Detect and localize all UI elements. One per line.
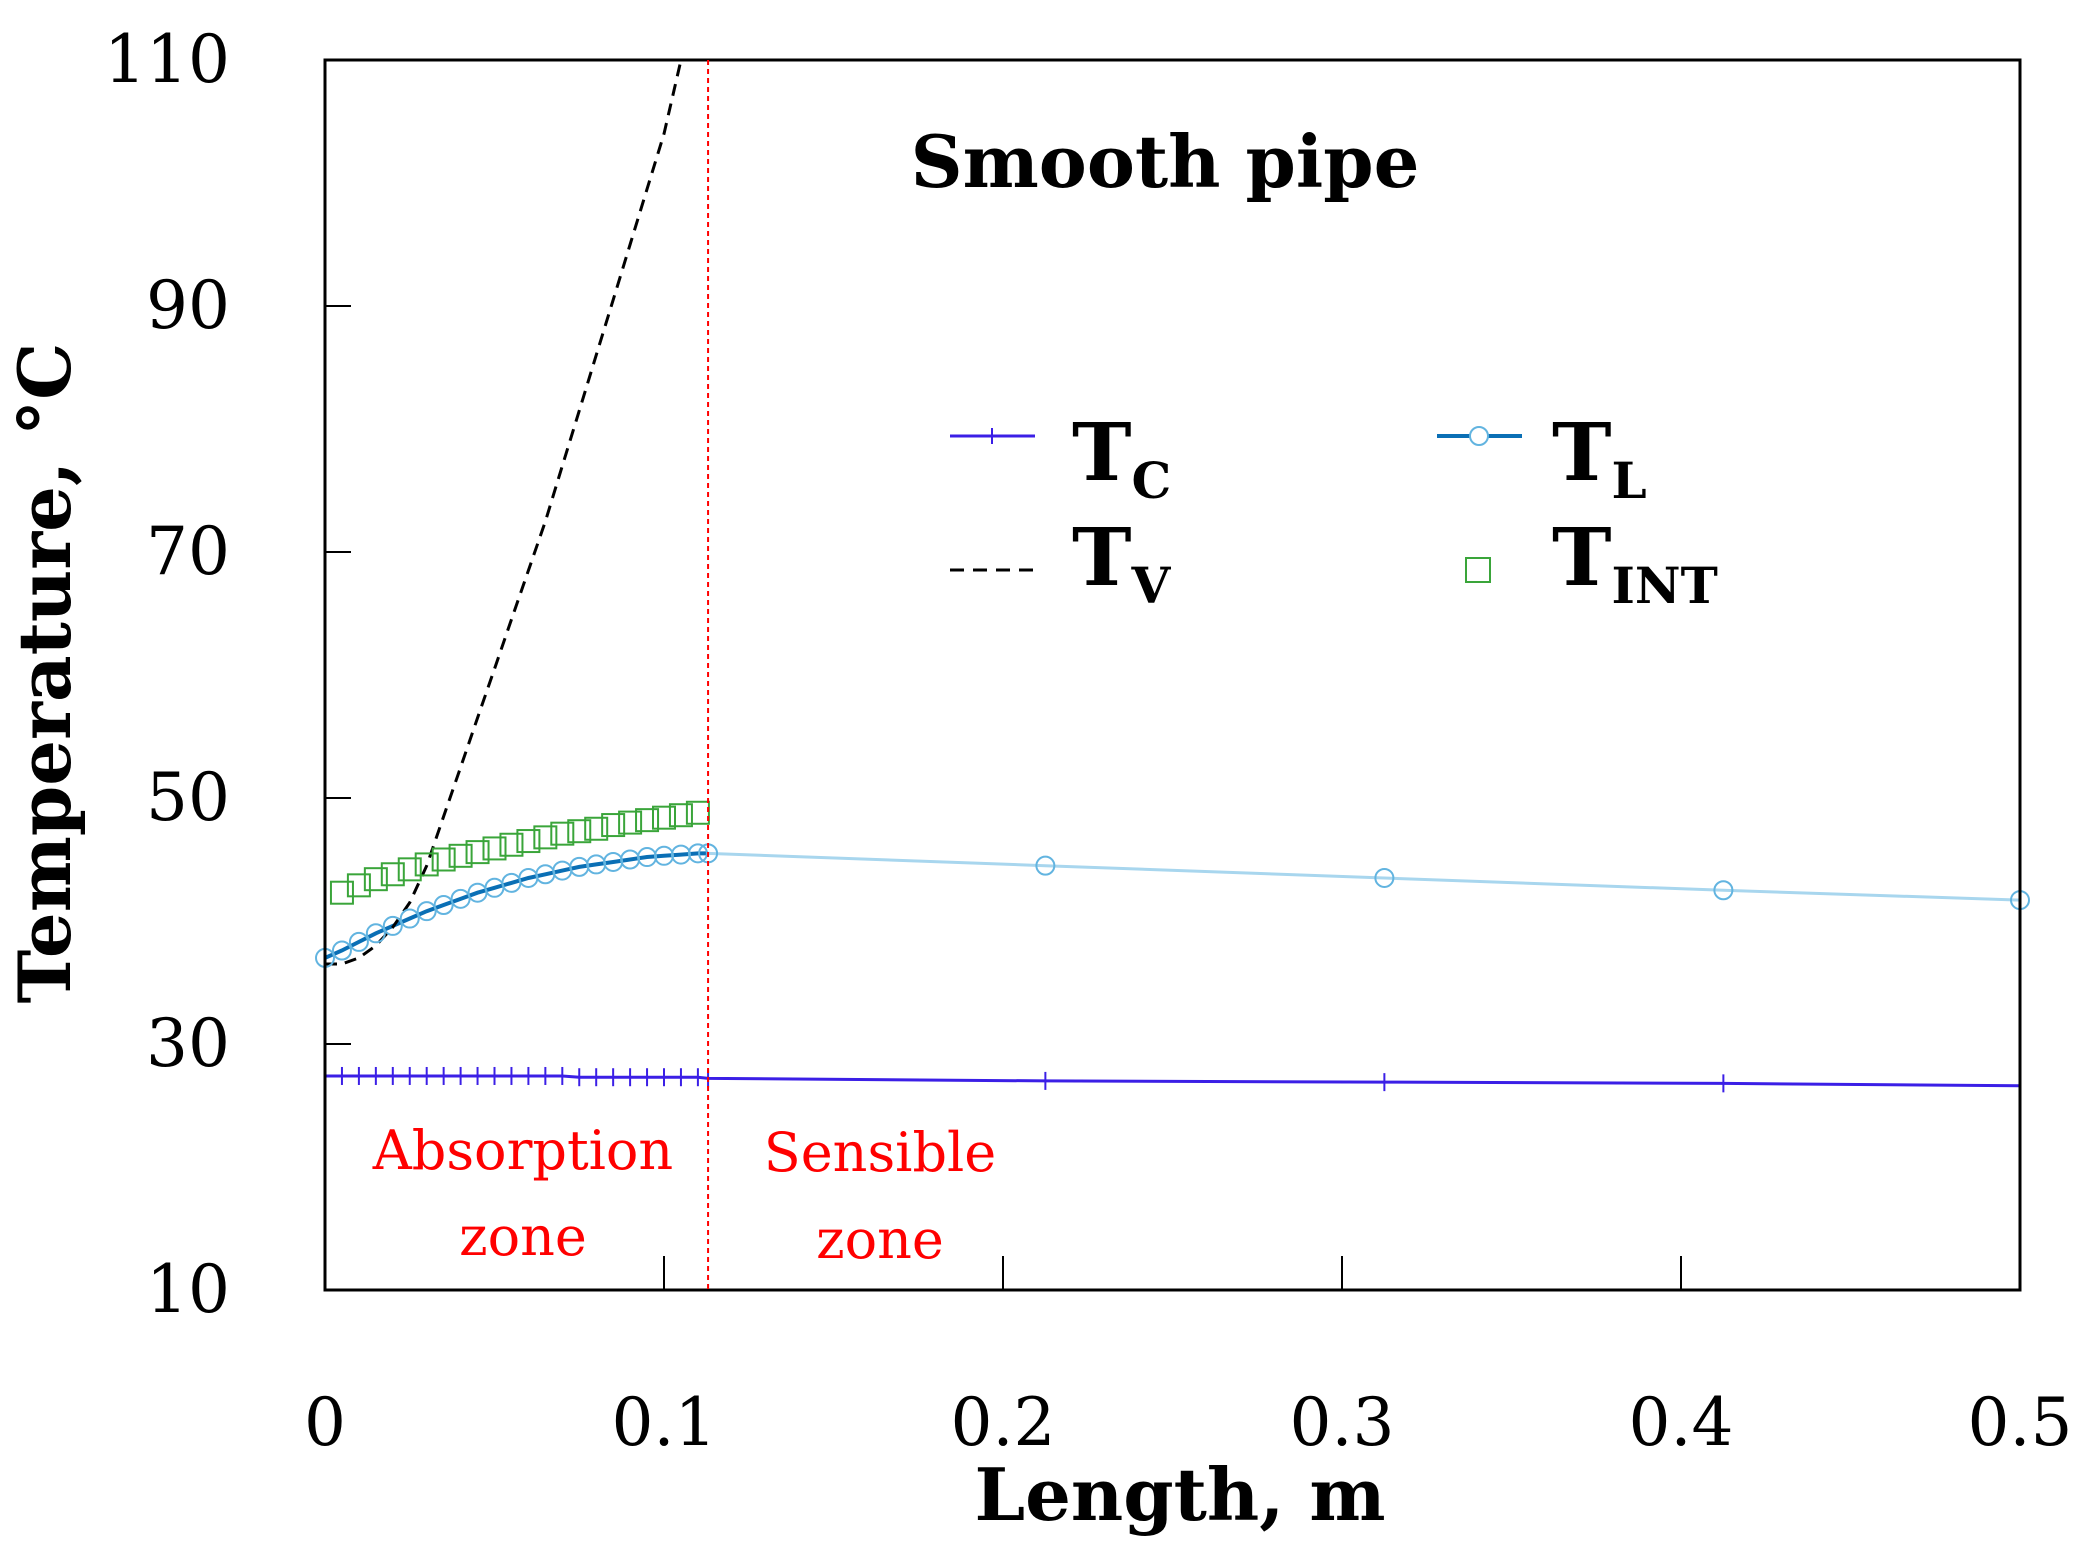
tint-point [567,819,592,844]
legend-entry-tc: TC [950,405,1171,510]
sensible-zone-label: Sensible zone [764,1121,997,1271]
tl-point [1374,867,1395,888]
tv-line [325,59,683,966]
legend-tint-label: TINT [1552,510,1718,615]
tl-point [365,923,386,944]
tint-point [448,843,473,868]
axis-ticks: 10 30 50 70 90 110 0 0.1 0.2 0.3 0.4 0.5 [104,21,2072,1461]
tl-point [382,915,403,936]
tl-point [399,908,420,929]
tint-point [601,813,626,838]
legend-tc-label: TC [1072,405,1171,510]
series-layer [315,59,2030,1095]
y-tick-label: 30 [146,1005,230,1082]
x-tick-label: 0.4 [1629,1384,1734,1461]
x-tick-label: 0.5 [1968,1384,2073,1461]
plot-frame [323,58,2022,1292]
tl-line [324,851,2021,960]
x-tick-label: 0 [304,1384,346,1461]
legend-entry-tv: TV [950,510,1172,615]
sensible-zone-line2: zone [816,1208,944,1271]
tint-point [550,821,575,846]
legend-tl-label: TL [1552,405,1647,510]
tint-point [516,829,541,854]
tint-point [414,852,439,877]
x-axis-title: Length, m [974,1452,1385,1537]
tint-point [431,847,456,872]
x-tick-label: 0.3 [1290,1384,1395,1461]
tl-point [416,901,437,922]
tl-point [1713,880,1734,901]
tint-point [397,857,422,882]
y-axis-title: Temperature, °C [2,343,87,1004]
legend-entry-tint: TINT [1465,510,1718,615]
tint-point [499,832,524,857]
tc-line [325,1074,2021,1088]
tint-point [465,840,490,865]
tl-point [348,931,369,952]
tint-point [346,873,371,898]
absorption-zone-line1: Absorption [372,1119,673,1182]
tint-point [618,810,643,835]
legend-tl-circle-marker [1469,426,1489,446]
tl-point [331,940,352,961]
tint-point [685,800,710,825]
legend-tv-label: TV [1072,510,1172,615]
absorption-zone-line2: zone [459,1205,587,1268]
tl-point [433,895,454,916]
tl-point [450,888,471,909]
absorption-zone-label: Absorption zone [372,1119,673,1268]
y-tick-label: 90 [146,267,230,344]
tint-point [363,867,388,892]
y-tick-label: 10 [146,1251,230,1328]
legend: TC TL TV TINT [950,405,1718,615]
sensible-zone-line1: Sensible [764,1121,997,1184]
tint-point [482,836,507,861]
x-tick-label: 0.1 [612,1384,717,1461]
tint-point [380,862,405,887]
tint-point [668,803,693,828]
tint-point [533,825,558,850]
plot-title: Smooth pipe [911,119,1420,204]
x-tick-label: 0.2 [951,1384,1056,1461]
tl-point [687,843,708,864]
legend-tint-square-marker [1465,557,1491,583]
tint-point [584,816,609,841]
y-tick-label: 110 [104,21,230,98]
y-tick-label: 50 [146,759,230,836]
tl-point [1035,855,1056,876]
legend-entry-tl: TL [1437,405,1647,510]
tint-point [652,805,676,830]
y-tick-label: 70 [146,513,230,590]
tint-point [635,808,660,833]
tint-point [329,880,354,905]
